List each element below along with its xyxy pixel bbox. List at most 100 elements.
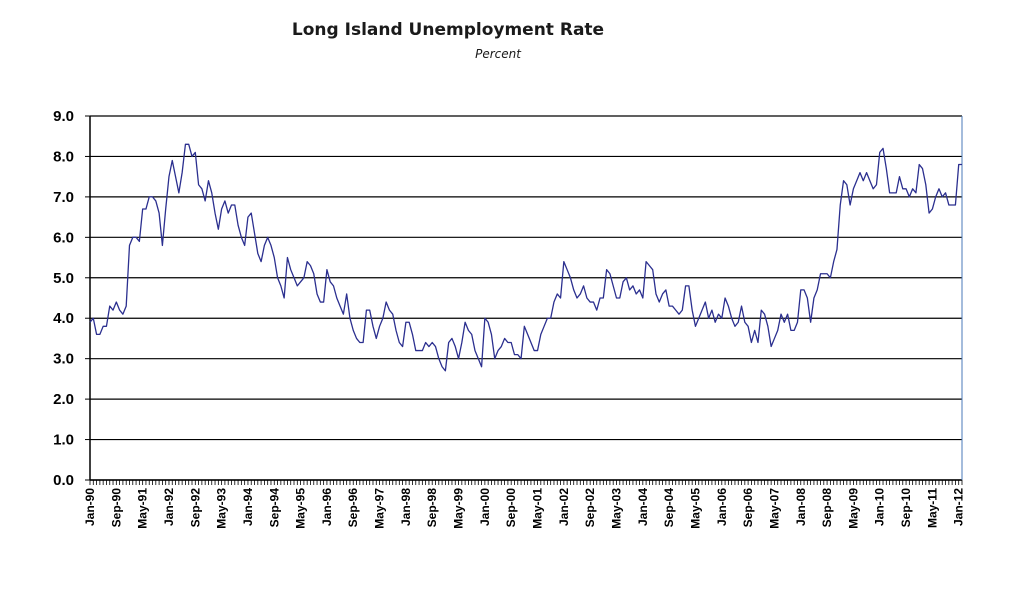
data-point: [155, 200, 156, 201]
x-tick-label: Sep-96: [346, 488, 360, 528]
data-point: [468, 330, 469, 331]
data-point: [705, 301, 706, 302]
x-tick-label: May-93: [215, 488, 229, 529]
data-point: [659, 301, 660, 302]
data-point: [787, 314, 788, 315]
data-point: [195, 152, 196, 153]
data-point: [557, 293, 558, 294]
data-point: [537, 350, 538, 351]
data-point: [800, 289, 801, 290]
data-point: [339, 305, 340, 306]
data-point: [935, 196, 936, 197]
chart-title: Long Island Unemployment Rate: [291, 20, 605, 40]
y-tick-label: 3.0: [53, 351, 74, 368]
data-point: [89, 322, 90, 323]
x-tick-label: Sep-98: [425, 488, 439, 528]
data-point: [955, 204, 956, 205]
data-point: [438, 358, 439, 359]
data-point: [599, 297, 600, 298]
data-point: [527, 334, 528, 335]
data-point: [741, 305, 742, 306]
data-point: [830, 277, 831, 278]
data-point: [402, 346, 403, 347]
data-point: [132, 237, 133, 238]
data-point: [583, 285, 584, 286]
data-point: [116, 301, 117, 302]
data-point: [465, 322, 466, 323]
data-point: [501, 346, 502, 347]
data-point: [316, 293, 317, 294]
data-point: [122, 314, 123, 315]
x-tick-label: May-09: [846, 488, 860, 529]
data-point: [606, 269, 607, 270]
data-point: [129, 245, 130, 246]
data-point: [905, 188, 906, 189]
data-point: [613, 285, 614, 286]
data-point: [520, 358, 521, 359]
series-group: [89, 143, 962, 372]
data-point: [948, 204, 949, 205]
data-point: [945, 192, 946, 193]
data-point: [112, 310, 113, 311]
x-tick-label: Jan-92: [162, 488, 176, 526]
data-point: [152, 196, 153, 197]
grid-lines: [90, 115, 962, 481]
data-point: [395, 330, 396, 331]
y-tick-label: 5.0: [53, 270, 74, 287]
data-point: [241, 237, 242, 238]
data-point: [280, 285, 281, 286]
chart-subtitle: Percent: [475, 47, 521, 61]
data-point: [175, 176, 176, 177]
data-point: [162, 245, 163, 246]
data-point: [652, 269, 653, 270]
data-point: [774, 338, 775, 339]
data-point: [616, 297, 617, 298]
data-point: [646, 261, 647, 262]
data-point: [103, 326, 104, 327]
data-point: [524, 326, 525, 327]
data-point: [461, 342, 462, 343]
data-point: [139, 241, 140, 242]
data-point: [718, 314, 719, 315]
x-tick-label: May-11: [925, 488, 939, 528]
data-point: [771, 346, 772, 347]
data-point: [145, 208, 146, 209]
data-point: [817, 289, 818, 290]
data-point: [425, 342, 426, 343]
data-point: [379, 326, 380, 327]
x-tick-label: Sep-10: [899, 488, 913, 528]
data-point: [873, 188, 874, 189]
data-point: [474, 350, 475, 351]
data-point: [451, 338, 452, 339]
data-point: [201, 188, 202, 189]
data-point: [488, 322, 489, 323]
x-tick-label: Jan-98: [399, 488, 413, 526]
data-point: [626, 277, 627, 278]
data-point: [570, 277, 571, 278]
data-point: [724, 297, 725, 298]
data-point: [300, 281, 301, 282]
data-point: [678, 314, 679, 315]
axes: [89, 116, 963, 481]
data-point: [135, 237, 136, 238]
x-tick-label: May-05: [688, 488, 702, 529]
data-point: [247, 217, 248, 218]
data-point: [432, 342, 433, 343]
data-point: [399, 342, 400, 343]
x-tick-label: Jan-90: [83, 488, 97, 526]
data-point: [932, 208, 933, 209]
data-point: [307, 261, 308, 262]
data-point: [863, 180, 864, 181]
data-point: [708, 318, 709, 319]
data-point: [889, 192, 890, 193]
data-point: [807, 297, 808, 298]
data-point: [221, 208, 222, 209]
data-point: [484, 318, 485, 319]
data-point: [349, 318, 350, 319]
data-point: [899, 176, 900, 177]
x-tick-label: Jan-08: [794, 488, 808, 526]
data-point: [244, 245, 245, 246]
data-point: [277, 277, 278, 278]
data-point: [448, 342, 449, 343]
